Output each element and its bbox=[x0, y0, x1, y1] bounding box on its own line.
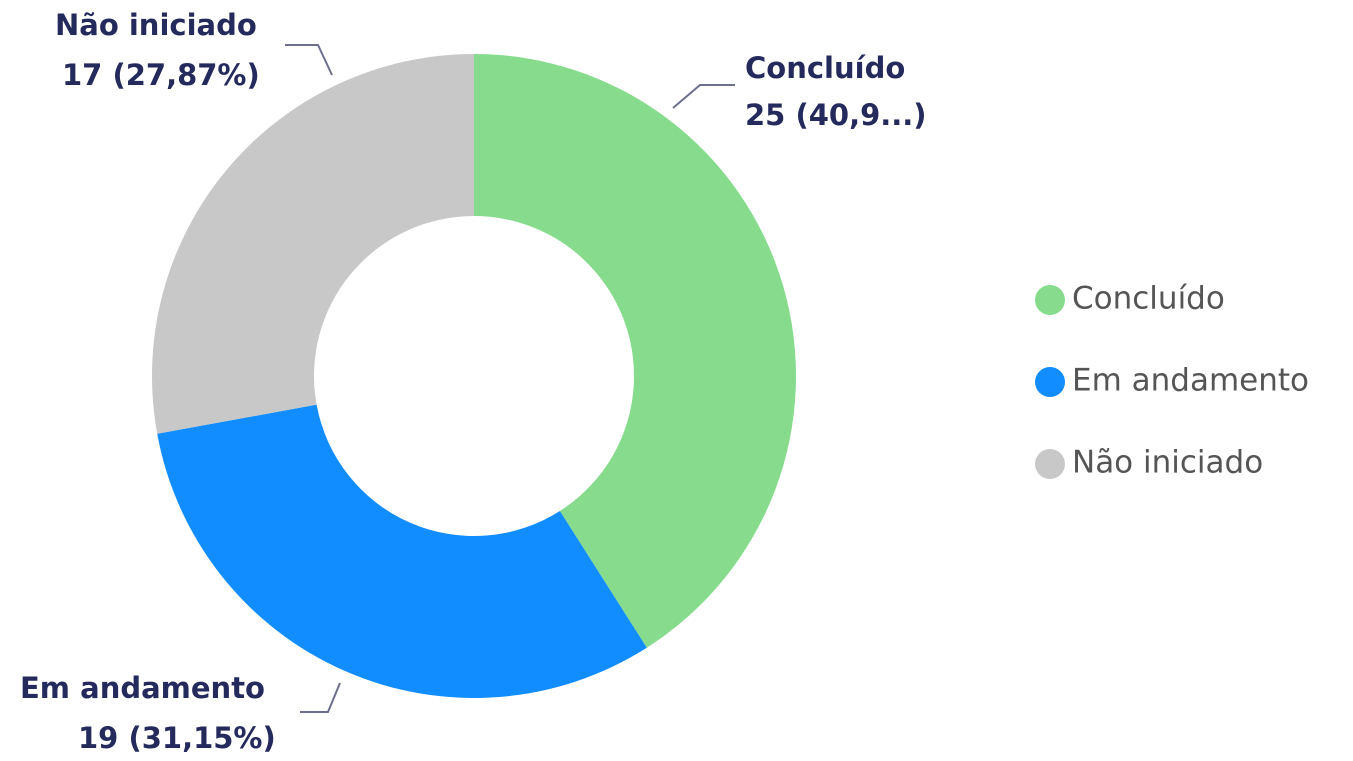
data-label: 25 (40,9...) bbox=[745, 98, 927, 132]
legend-swatch bbox=[1035, 449, 1065, 479]
data-label-name: Não iniciado bbox=[55, 8, 257, 42]
legend-label: Concluído bbox=[1072, 281, 1225, 317]
data-label: 17 (27,87%) bbox=[62, 58, 260, 92]
legend-label: Não iniciado bbox=[1072, 445, 1263, 481]
leader-line bbox=[672, 84, 735, 109]
data-label-name: Concluído bbox=[745, 51, 905, 85]
legend-label: Em andamento bbox=[1072, 363, 1309, 399]
data-label: 19 (31,15%) bbox=[78, 721, 276, 755]
donut-slice bbox=[474, 54, 797, 648]
legend-swatch bbox=[1035, 285, 1065, 315]
legend-swatch bbox=[1035, 367, 1065, 397]
donut-slice bbox=[151, 54, 474, 434]
leader-line bbox=[300, 682, 341, 713]
donut-slice bbox=[157, 404, 647, 698]
leader-line bbox=[285, 44, 333, 76]
data-label-name: Em andamento bbox=[20, 671, 265, 705]
